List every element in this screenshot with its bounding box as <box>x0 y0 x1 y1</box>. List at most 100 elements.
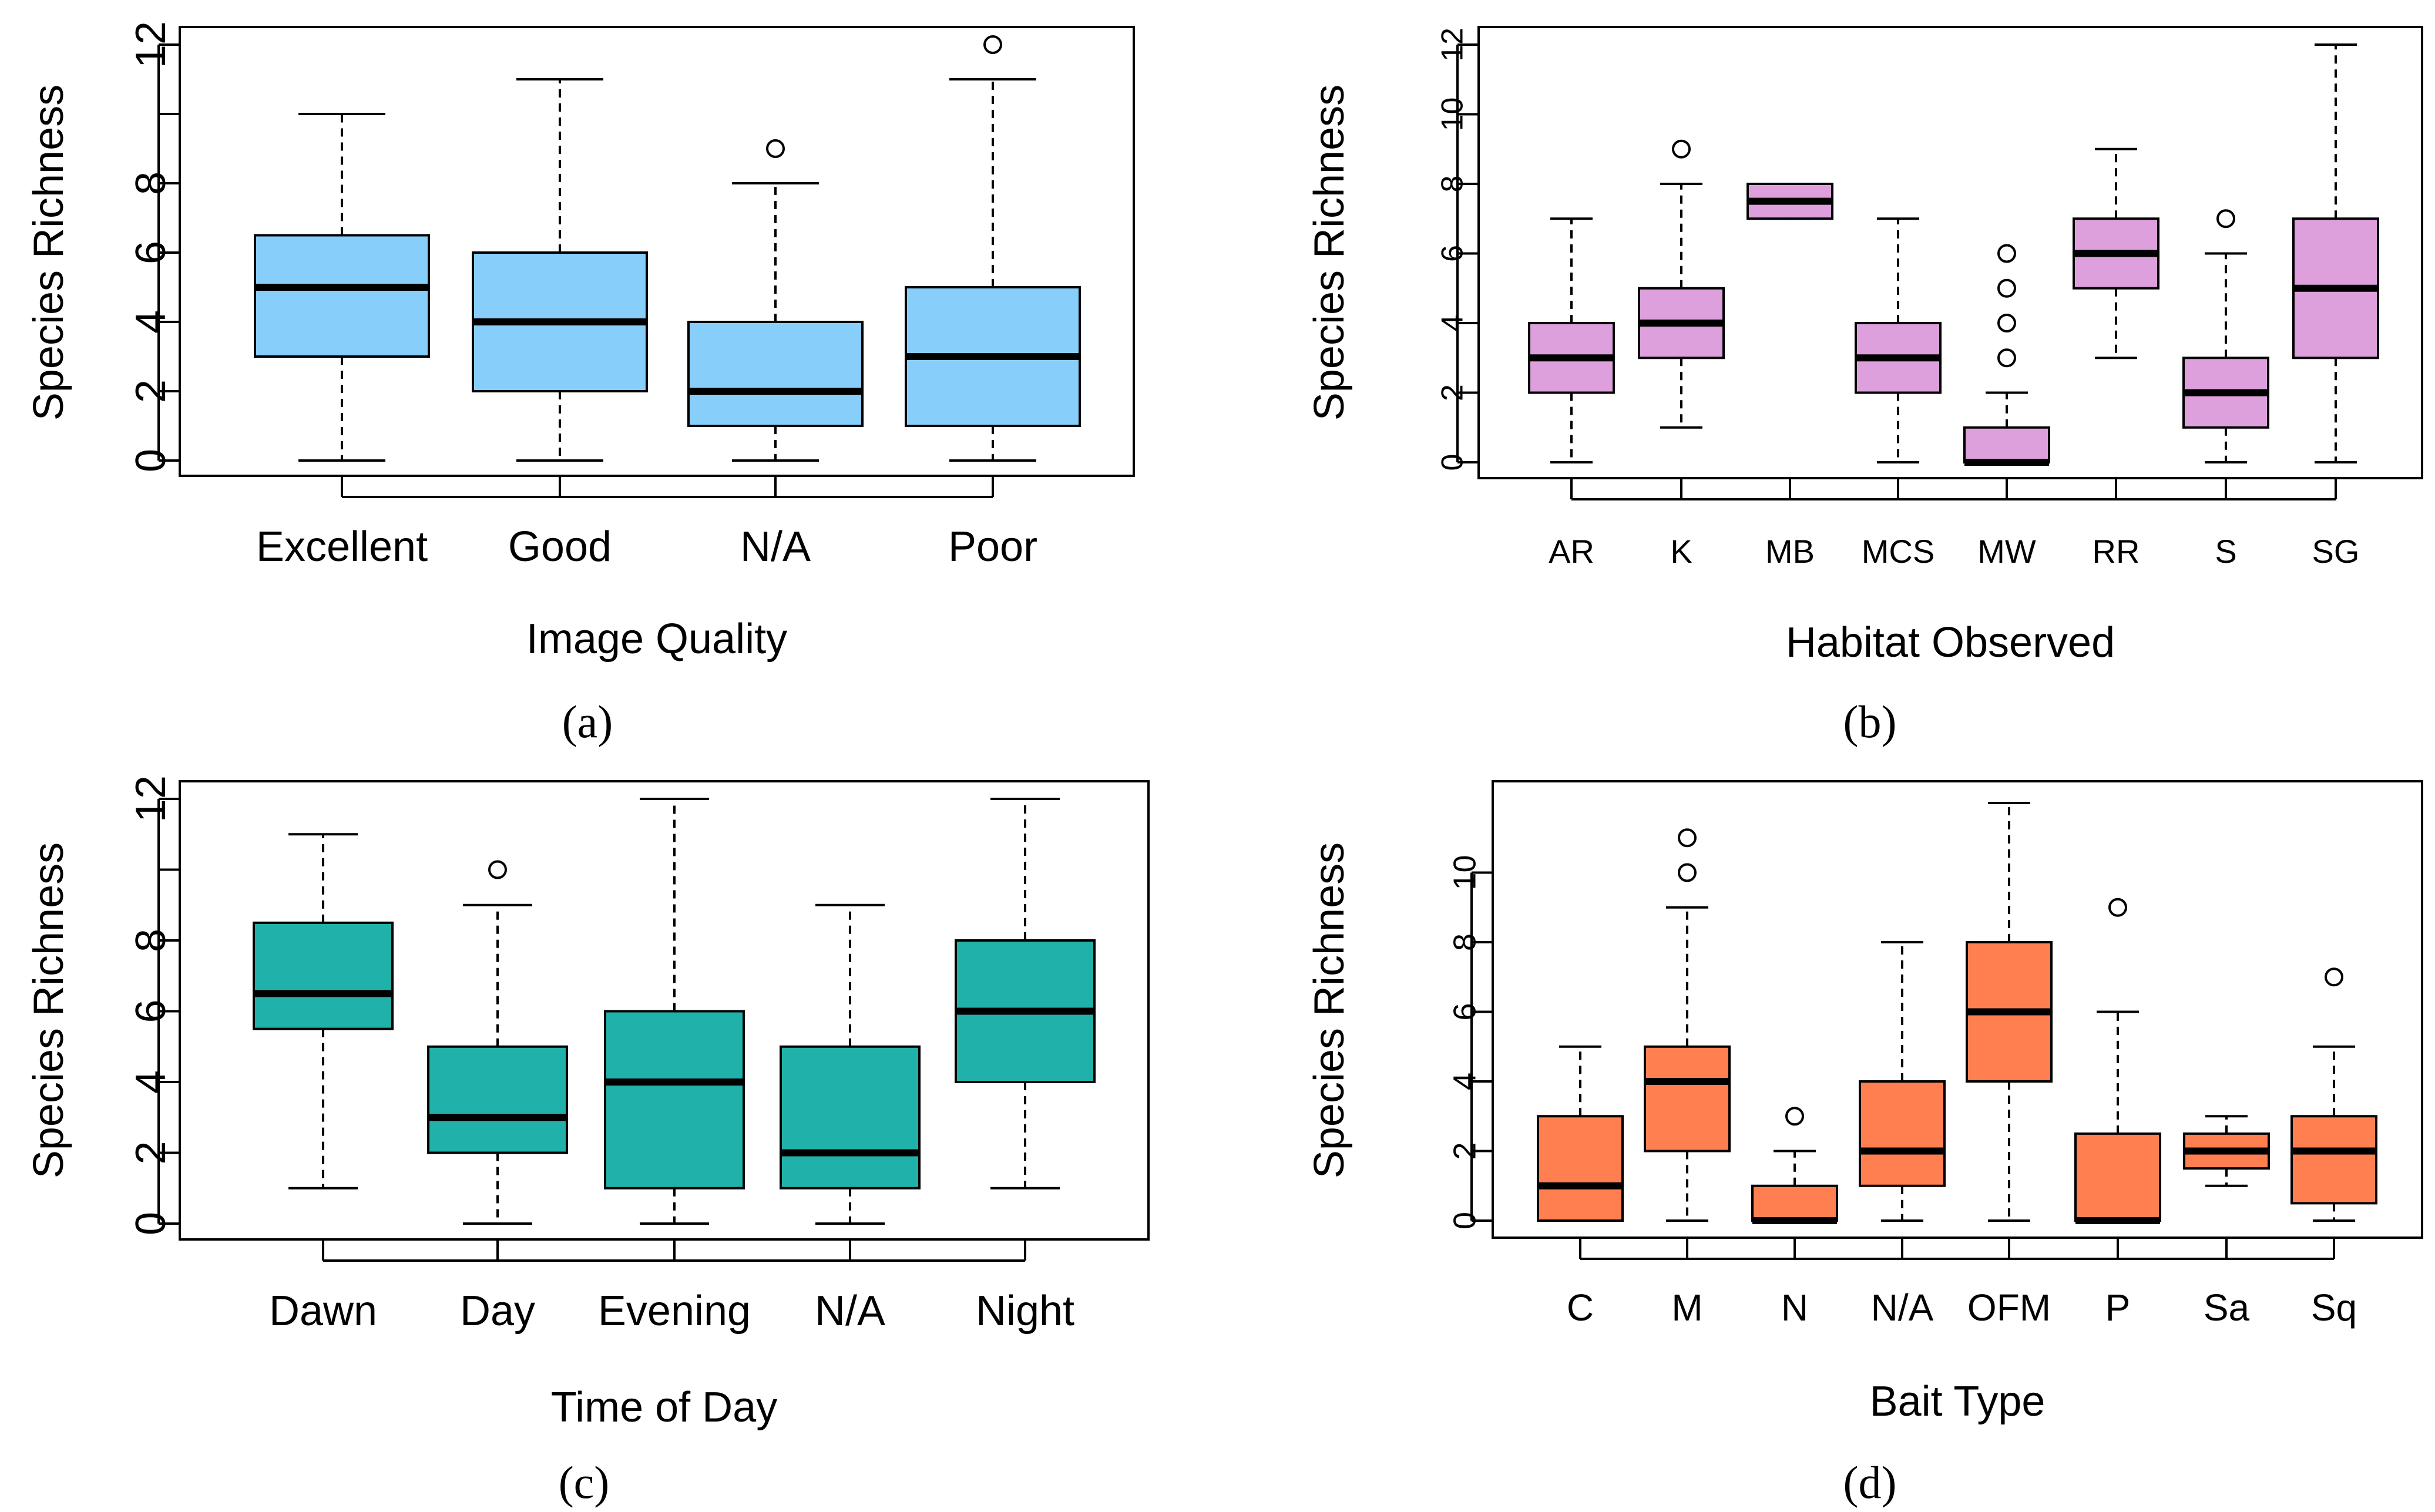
y-tick-label: 2 <box>127 379 174 403</box>
outlier-point <box>983 35 1002 54</box>
x-axis-title: Time of Day <box>551 1384 777 1431</box>
box-b-1 <box>1638 139 1725 429</box>
x-tick-label: MW <box>1977 533 2036 570</box>
box-d-1 <box>1644 828 1731 1222</box>
y-tick-label: 4 <box>1447 1073 1482 1090</box>
plot-frame <box>1492 780 2423 1239</box>
iqr-box <box>604 1010 745 1190</box>
x-tick-label: AR <box>1549 533 1594 570</box>
outlier-point <box>1678 828 1697 848</box>
x-tick-label: SG <box>2312 533 2360 570</box>
box-d-7 <box>2290 967 2377 1222</box>
x-tick-label: N/A <box>740 523 811 570</box>
panel-caption: (b) <box>1843 696 1897 747</box>
x-axis-title: Bait Type <box>1870 1378 2046 1425</box>
box-b-3 <box>1855 217 1942 463</box>
iqr-box <box>2074 1132 2161 1222</box>
iqr-box <box>427 1045 568 1154</box>
x-axis-title: Habitat Observed <box>1786 619 2115 666</box>
panel-d: 0 2 4 6 8 10 C M N N/A OFM P Sa Sq Bait Type Species Ri… <box>1306 780 2423 1508</box>
box-a-1 <box>472 78 648 462</box>
y-tick-label: 10 <box>1436 98 1470 132</box>
outlier-point <box>1997 278 2016 298</box>
iqr-box <box>1859 1080 1946 1187</box>
y-tick-label: 2 <box>1436 384 1470 401</box>
y-tick-label: 2 <box>1447 1142 1482 1160</box>
y-tick-label: 8 <box>127 172 174 195</box>
iqr-box <box>1644 1045 1731 1153</box>
x-tick-label: N/A <box>815 1288 885 1335</box>
y-tick-label: 4 <box>1436 315 1470 332</box>
y-tick-label: 8 <box>1436 176 1470 193</box>
outlier-point <box>2216 209 2235 229</box>
x-tick-label: C <box>1567 1286 1594 1329</box>
box-c-0 <box>253 833 394 1190</box>
panel-a: 0 2 4 6 8 12 Excellent Good N/A Poor Image Quality… <box>25 21 1135 747</box>
box-b-5 <box>2073 147 2159 359</box>
plot-frame <box>1477 26 2423 479</box>
x-tick-label: OFM <box>1967 1286 2051 1329</box>
box-c-4 <box>955 798 1096 1190</box>
y-tick-label: 12 <box>1436 28 1470 62</box>
outlier-point <box>488 860 507 879</box>
y-tick-label: 2 <box>127 1141 174 1164</box>
outlier-point <box>766 139 785 158</box>
y-tick-label: 0 <box>1447 1212 1482 1229</box>
outlier-point <box>1997 314 2016 332</box>
x-tick-label: Sq <box>2311 1286 2357 1329</box>
x-tick-label: N <box>1781 1286 1808 1329</box>
box-d-2 <box>1751 1107 1838 1224</box>
y-tick-label: 8 <box>127 929 174 952</box>
x-tick-label: MB <box>1765 533 1815 570</box>
y-tick-label: 12 <box>127 775 174 822</box>
box-c-3 <box>780 903 921 1225</box>
outlier-point <box>1678 863 1697 882</box>
x-tick-label: P <box>2105 1286 2131 1329</box>
y-tick-label: 10 <box>1447 855 1482 890</box>
outlier-point <box>2325 967 2343 987</box>
box-b-0 <box>1528 217 1615 463</box>
iqr-box <box>1537 1115 1624 1222</box>
box-d-6 <box>2183 1115 2270 1187</box>
x-axis-title: Image Quality <box>526 616 787 663</box>
iqr-box <box>780 1045 921 1190</box>
panel-b: 0 2 4 6 8 10 12 AR K MB MCS MW RR S SG Habitat Observed… <box>1306 26 2423 747</box>
panel-caption: (c) <box>559 1457 610 1508</box>
x-tick-label: M <box>1671 1286 1702 1329</box>
box-b-2 <box>1747 183 1833 220</box>
y-axis-title: Species Richness <box>1306 85 1353 421</box>
outlier-point <box>1997 348 2016 368</box>
iqr-box <box>2290 1115 2377 1205</box>
box-c-2 <box>604 798 745 1225</box>
x-tick-label: Evening <box>598 1288 751 1335</box>
x-tick-label: N/A <box>1871 1286 1934 1329</box>
box-d-3 <box>1859 941 1946 1222</box>
y-tick-label: 4 <box>127 310 174 334</box>
x-tick-label: RR <box>2093 533 2140 570</box>
x-tick-label: Sa <box>2204 1286 2250 1329</box>
y-tick-label: 6 <box>1436 245 1470 262</box>
y-tick-label: 0 <box>1436 454 1470 471</box>
y-tick-label: 6 <box>1447 1003 1482 1020</box>
y-axis-title: Species Richness <box>25 842 72 1178</box>
panel-c: 0 2 4 6 8 12 Dawn Day Evening N/A Night Time of Day… <box>25 775 1150 1508</box>
box-a-3 <box>905 35 1081 462</box>
iqr-box <box>687 321 864 427</box>
y-tick-label: 6 <box>127 241 174 264</box>
box-a-0 <box>254 113 430 462</box>
iqr-box <box>254 234 430 358</box>
y-axis-title: Species Richness <box>1306 842 1353 1178</box>
panel-caption: (a) <box>562 696 613 747</box>
box-d-5 <box>2074 898 2161 1224</box>
x-tick-label: Good <box>508 523 612 570</box>
box-b-4 <box>1963 244 2050 466</box>
x-tick-label: Poor <box>948 523 1037 570</box>
y-tick-label: 0 <box>127 449 174 472</box>
y-tick-label: 0 <box>127 1212 174 1235</box>
y-tick-label: 8 <box>1447 933 1482 951</box>
iqr-box <box>1963 426 2050 463</box>
box-b-6 <box>2182 209 2269 463</box>
y-tick-label: 6 <box>127 999 174 1023</box>
box-d-4 <box>1966 802 2053 1222</box>
